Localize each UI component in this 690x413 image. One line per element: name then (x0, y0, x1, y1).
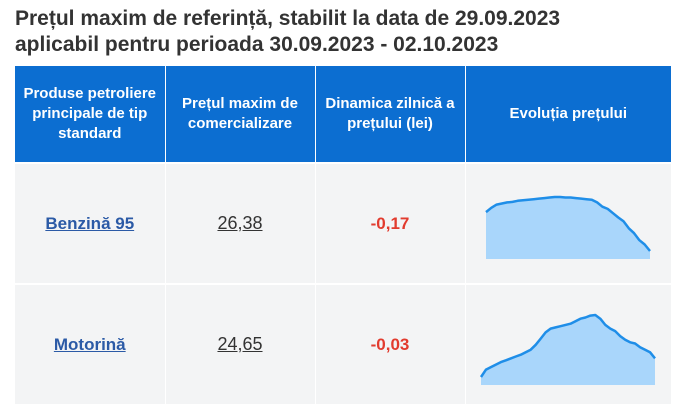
trend-cell (464, 283, 671, 404)
price-value: 26,38 (217, 213, 263, 233)
product-cell: Benzină 95 (15, 162, 165, 284)
price-trend-sparkline-motorina (480, 313, 657, 385)
table-row: Benzină 95 26,38 -0,17 (15, 162, 671, 284)
header-change: Dinamica zilnică a prețului (lei) (314, 66, 465, 163)
sparkline-area (481, 314, 656, 385)
page-title-line-1: Prețul maxim de referință, stabilit la d… (15, 7, 561, 30)
sparkline-line (485, 195, 652, 252)
change-value: -0,17 (370, 213, 410, 233)
price-cell: 26,38 (164, 162, 315, 284)
price-value: 24,65 (217, 334, 263, 354)
header-trend: Evoluția prețului (464, 66, 671, 163)
price-trend-sparkline-benzina (485, 195, 652, 259)
table-row: Motorină 24,65 -0,03 (15, 283, 671, 404)
sparkline-area (486, 196, 651, 259)
change-cell: -0,03 (314, 283, 465, 404)
price-cell: 24,65 (164, 283, 315, 404)
page-title: Prețul maxim de referință, stabilit la d… (15, 6, 680, 58)
product-link-benzina-95[interactable]: Benzină 95 (45, 213, 135, 233)
sparkline-line (480, 313, 657, 378)
fuel-prices-table: Produse petroliere principale de tip sta… (15, 66, 671, 404)
change-value: -0,03 (370, 334, 410, 354)
product-link-motorina[interactable]: Motorină (53, 334, 126, 354)
product-cell: Motorină (15, 283, 165, 404)
change-cell: -0,17 (314, 162, 465, 284)
header-price: Prețul maxim de comercializare (164, 66, 315, 163)
page-title-line-2: aplicabil pentru perioada 30.09.2023 - 0… (15, 33, 499, 56)
table-header-row: Produse petroliere principale de tip sta… (15, 66, 671, 163)
trend-cell (464, 162, 671, 284)
header-product: Produse petroliere principale de tip sta… (15, 66, 165, 163)
